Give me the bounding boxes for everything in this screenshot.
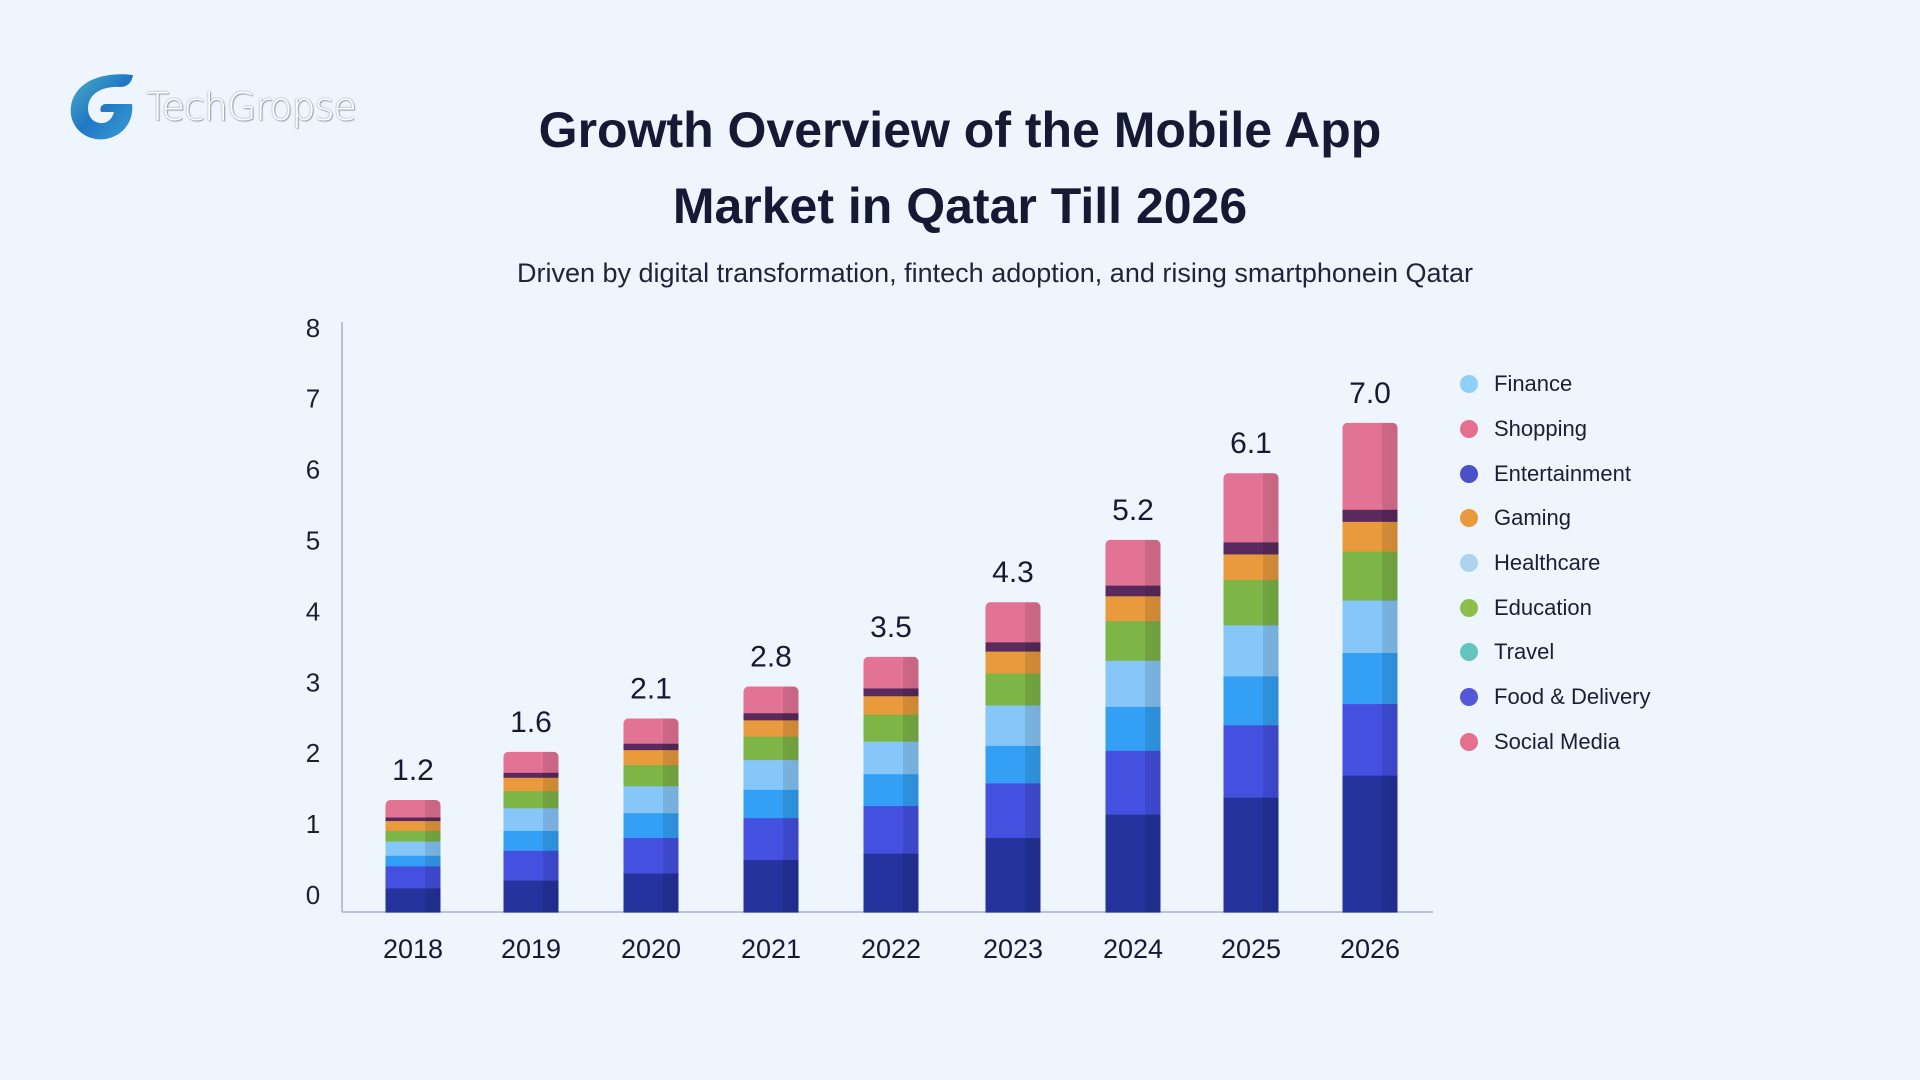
bar-shading [985, 602, 1041, 912]
brand-name: TechGropse [146, 85, 357, 129]
legend-dot-icon [1460, 420, 1478, 439]
legend-label: Food & Delivery [1494, 684, 1651, 710]
legend-dot-icon [1460, 688, 1478, 707]
bar-shading [743, 686, 799, 912]
bar-2023 [985, 602, 1041, 913]
bar-2018 [385, 799, 441, 913]
title-line-2: Market in Qatar Till 2026 [672, 178, 1248, 234]
bar-shading [1223, 473, 1279, 912]
bar-total-label: 4.3 [992, 556, 1034, 589]
bar-2022 [863, 656, 919, 913]
bar-total-label: 2.8 [750, 641, 792, 674]
x-tick-label: 2023 [983, 934, 1043, 964]
legend-dot-icon [1460, 554, 1478, 573]
bar-2021 [743, 686, 799, 913]
y-tick-label: 2 [306, 738, 320, 768]
bar-shading [385, 799, 441, 912]
legend-label: Education [1494, 594, 1592, 620]
legend-label: Shopping [1494, 416, 1587, 442]
legend-item: Social Media [1460, 720, 1651, 765]
legend-label: Gaming [1494, 505, 1572, 531]
bar-shading [503, 751, 559, 912]
legend-item: Travel [1460, 630, 1651, 675]
legend-dot-icon [1460, 464, 1478, 483]
bar-shading [1105, 539, 1161, 912]
y-tick-label: 0 [306, 880, 320, 910]
bar-total-label: 5.2 [1112, 494, 1154, 527]
bar-shading [623, 718, 679, 912]
g-swoosh-logo-icon [70, 74, 133, 140]
bar-shading [863, 656, 919, 912]
chart-subtitle: Driven by digital transformation, fintec… [516, 258, 1473, 288]
bar-2026 [1342, 422, 1398, 913]
y-tick-label: 4 [306, 596, 320, 626]
y-tick-label: 5 [306, 526, 320, 556]
chart-legend: Finance Shopping Entertainment Gaming Health… [1460, 362, 1651, 764]
bar-2019 [503, 751, 559, 913]
legend-dot-icon [1460, 375, 1478, 394]
legend-item: Healthcare [1460, 541, 1651, 586]
x-tick-label: 2020 [621, 934, 681, 964]
legend-item: Entertainment [1460, 451, 1651, 496]
bar-2020 [623, 718, 679, 913]
chart-title: Growth Overview of the Mobile App Market… [0, 92, 1920, 244]
bar-total-label: 3.5 [870, 611, 912, 644]
bar-total-label: 6.1 [1230, 427, 1272, 460]
legend-label: Social Media [1494, 728, 1620, 754]
bar-total-label: 7.0 [1349, 377, 1391, 410]
legend-label: Travel [1494, 639, 1555, 665]
legend-dot-icon [1460, 598, 1478, 617]
legend-label: Healthcare [1494, 550, 1601, 576]
bar-shading [1342, 422, 1398, 912]
bar-total-label: 2.1 [630, 672, 672, 705]
bar-total-label: 1.2 [392, 754, 434, 787]
legend-item: Food & Delivery [1460, 675, 1651, 720]
brand-logo: TechGropse [68, 72, 357, 142]
legend-item: Gaming [1460, 496, 1651, 541]
legend-dot-icon [1460, 643, 1478, 662]
x-tick-label: 2021 [741, 934, 801, 964]
title-line-1: Growth Overview of the Mobile App [538, 102, 1382, 158]
y-tick-label: 6 [306, 455, 320, 485]
legend-item: Education [1460, 585, 1651, 630]
y-tick-label: 1 [306, 809, 320, 839]
legend-label: Finance [1494, 371, 1573, 397]
bar-2024 [1105, 539, 1161, 913]
x-tick-label: 2018 [383, 934, 443, 964]
x-tick-label: 2025 [1221, 934, 1281, 964]
x-tick-label: 2022 [861, 934, 921, 964]
legend-item: Shopping [1460, 407, 1651, 452]
legend-dot-icon [1460, 509, 1478, 528]
x-tick-label: 2019 [501, 934, 561, 964]
y-tick-label: 7 [306, 384, 320, 414]
legend-item: Finance [1460, 362, 1651, 407]
bar-2025 [1223, 473, 1279, 913]
legend-dot-icon [1460, 732, 1478, 751]
x-tick-label: 2026 [1340, 934, 1400, 964]
x-tick-label: 2024 [1103, 934, 1163, 964]
bar-total-label: 1.6 [510, 706, 552, 739]
y-tick-label: 8 [306, 313, 320, 343]
legend-label: Entertainment [1494, 460, 1631, 486]
y-tick-label: 3 [306, 667, 320, 697]
